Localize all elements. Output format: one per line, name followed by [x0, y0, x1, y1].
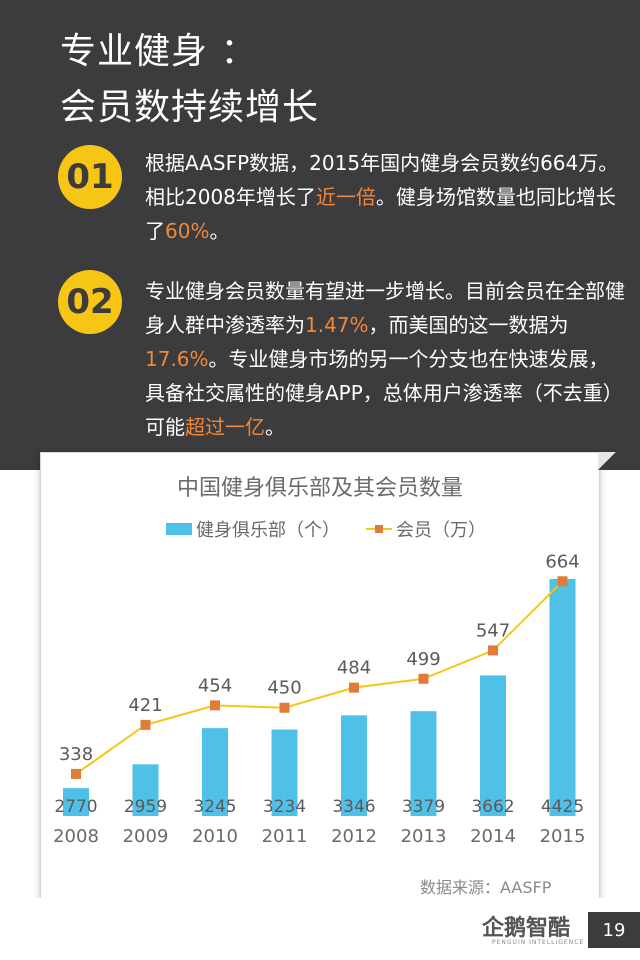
x-tick-2008: 2008 — [53, 826, 99, 847]
point-number-badge-1: 01 — [58, 145, 122, 209]
members-label-2013: 499 — [406, 649, 440, 670]
members-label-2012: 484 — [337, 658, 371, 679]
legend-label-clubs: 健身俱乐部（个） — [196, 520, 340, 541]
x-tick-2010: 2010 — [192, 826, 238, 847]
point-1-segment: 根据AASFP数据，2015年国内健身会员数约664万。相比2008年增长了 — [145, 151, 619, 209]
members-marker-2014 — [488, 645, 498, 656]
point-1-highlight: 近一倍 — [315, 185, 376, 209]
bar-2011 — [271, 729, 298, 816]
page-title-line1: 专业健身 ： — [60, 31, 258, 72]
chart-legend: 健身俱乐部（个） 会员（万） — [166, 516, 486, 542]
members-marker-2013 — [418, 673, 429, 684]
point-1-segment: 。 — [209, 219, 230, 243]
point-2-segment: ，而美国的这一数据为 — [368, 313, 569, 337]
members-label-2010: 454 — [198, 675, 232, 696]
bar-2012 — [341, 715, 367, 816]
point-2-highlight: 17.6% — [145, 347, 209, 371]
x-tick-2013: 2013 — [401, 826, 447, 847]
point-2-segment: 专业健身会员数量有望进一步增长。目前会员在全部健身人群中渗透率为 — [145, 279, 625, 337]
point-2-segment: 。 — [265, 415, 285, 439]
x-tick-2011: 2011 — [262, 826, 308, 847]
legend-label-members: 会员（万） — [396, 520, 486, 541]
legend-bar-swatch — [166, 523, 192, 535]
page-fold-shadow — [598, 452, 616, 470]
header-panel — [0, 0, 640, 470]
bar-2010 — [202, 728, 228, 816]
bar-label-2010: 3245 — [193, 797, 236, 817]
bar-label-2008: 2770 — [54, 797, 97, 817]
brand-logo-subtitle: PENGUIN INTELLIGENCE — [492, 939, 585, 946]
point-text-1: 根据AASFP数据，2015年国内健身会员数约664万。相比2008年增长了近一… — [145, 146, 625, 248]
point-2-highlight: 超过一亿 — [185, 415, 265, 439]
members-marker-2012 — [349, 682, 359, 693]
x-tick-2014: 2014 — [470, 826, 516, 847]
members-label-2009: 421 — [128, 695, 162, 716]
point-2-highlight: 1.47% — [305, 313, 369, 337]
page-title-line2: 会员数持续增长 — [60, 87, 320, 128]
members-marker-2010 — [210, 700, 220, 711]
members-label-2011: 450 — [267, 678, 301, 699]
chart-title: 中国健身俱乐部及其会员数量 — [176, 476, 463, 501]
point-1-highlight: 60% — [165, 219, 210, 243]
point-1-segment: 。健身场馆数量也同比增长了 — [145, 185, 616, 243]
point-2-segment: 。专业健身市场的另一个分支也在快速发展，具备社交属性的健身APP，总体用户渗透率… — [145, 347, 623, 439]
bar-label-2011: 3234 — [263, 797, 306, 817]
bar-2013 — [410, 711, 437, 816]
members-marker-2009 — [140, 719, 151, 730]
members-label-2008: 338 — [59, 744, 93, 765]
members-line — [75, 580, 564, 775]
bar-label-2014: 3662 — [471, 797, 514, 817]
bar-2014 — [480, 675, 506, 816]
members-marker-2008 — [71, 768, 81, 779]
bar-label-2013: 3379 — [402, 797, 445, 817]
bar-2015 — [549, 578, 576, 816]
bar-label-2015: 4425 — [541, 797, 584, 817]
footer — [0, 898, 640, 960]
chart-card — [40, 452, 600, 900]
members-marker-2015 — [557, 576, 568, 587]
bar-2009 — [132, 764, 159, 816]
bar-2008 — [63, 788, 89, 816]
members-marker-2011 — [279, 702, 290, 713]
x-tick-2015: 2015 — [540, 826, 586, 847]
x-tick-2009: 2009 — [123, 826, 169, 847]
members-label-2014: 547 — [476, 620, 510, 641]
point-text-2: 专业健身会员数量有望进一步增长。目前会员在全部健身人群中渗透率为1.47%，而美… — [145, 274, 625, 444]
page-number: 19 — [588, 912, 640, 948]
point-number-badge-2: 02 — [58, 270, 122, 334]
bar-label-2009: 2959 — [124, 797, 167, 817]
members-label-2015: 664 — [545, 551, 579, 572]
x-tick-2012: 2012 — [331, 826, 377, 847]
bar-label-2012: 3346 — [332, 797, 375, 817]
brand-logo: 企鹅智酷 — [482, 916, 571, 941]
legend-line-swatch — [366, 523, 392, 535]
data-source-note: 数据来源：AASFP — [420, 878, 552, 897]
